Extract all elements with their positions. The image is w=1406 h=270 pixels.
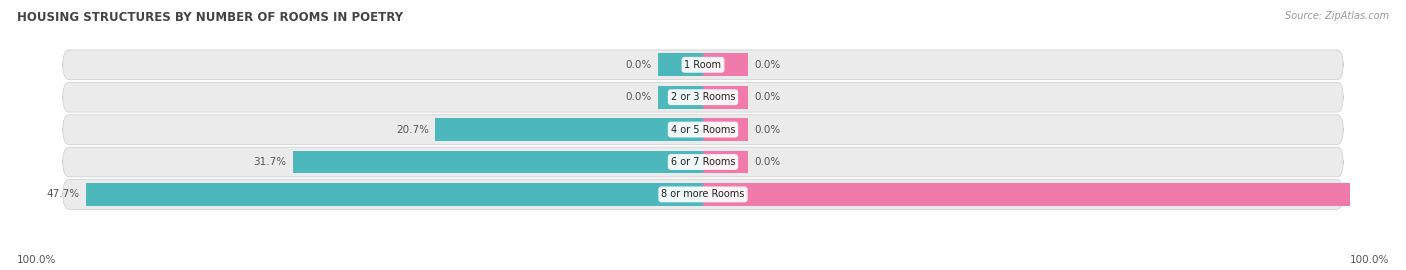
Text: 47.7%: 47.7% — [46, 189, 80, 200]
Text: 0.0%: 0.0% — [626, 60, 651, 70]
Text: 0.0%: 0.0% — [755, 124, 780, 135]
FancyBboxPatch shape — [63, 180, 1343, 209]
Bar — [703, 86, 748, 109]
Text: 0.0%: 0.0% — [755, 60, 780, 70]
Text: 6 or 7 Rooms: 6 or 7 Rooms — [671, 157, 735, 167]
Text: 0.0%: 0.0% — [626, 92, 651, 102]
Text: 4 or 5 Rooms: 4 or 5 Rooms — [671, 124, 735, 135]
Text: 2 or 3 Rooms: 2 or 3 Rooms — [671, 92, 735, 102]
Text: 31.7%: 31.7% — [253, 157, 287, 167]
Text: HOUSING STRUCTURES BY NUMBER OF ROOMS IN POETRY: HOUSING STRUCTURES BY NUMBER OF ROOMS IN… — [17, 11, 404, 24]
Text: 8 or more Rooms: 8 or more Rooms — [661, 189, 745, 200]
FancyBboxPatch shape — [63, 147, 1343, 177]
Text: 100.0%: 100.0% — [1350, 255, 1389, 265]
Text: Source: ZipAtlas.com: Source: ZipAtlas.com — [1285, 11, 1389, 21]
FancyBboxPatch shape — [63, 115, 1343, 144]
Bar — [292, 151, 703, 173]
Bar — [86, 183, 703, 206]
Bar — [703, 151, 748, 173]
FancyBboxPatch shape — [63, 50, 1343, 80]
Bar — [436, 118, 703, 141]
Text: 100.0%: 100.0% — [17, 255, 56, 265]
Bar — [658, 86, 703, 109]
Text: 0.0%: 0.0% — [755, 92, 780, 102]
Text: 20.7%: 20.7% — [395, 124, 429, 135]
Text: 1 Room: 1 Room — [685, 60, 721, 70]
Bar — [703, 53, 748, 76]
Bar — [703, 183, 1406, 206]
Bar — [658, 53, 703, 76]
FancyBboxPatch shape — [63, 82, 1343, 112]
Text: 0.0%: 0.0% — [755, 157, 780, 167]
Bar — [703, 118, 748, 141]
